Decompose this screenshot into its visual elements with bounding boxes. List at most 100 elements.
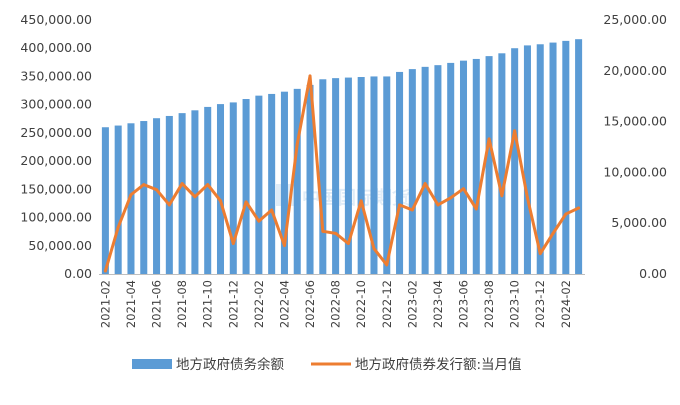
axes: 0.00 50,000.00 100,000.00 150,000.00 200,000… — [20, 12, 667, 328]
line-point — [359, 199, 363, 203]
bar — [383, 76, 391, 274]
y-right-tick-label: 25,000.00 — [603, 12, 667, 27]
x-tick-label: 2024-02 — [559, 280, 573, 328]
bar — [268, 93, 276, 274]
bar — [549, 42, 557, 274]
y-left-tick-label: 200,000.00 — [20, 153, 92, 168]
bar — [562, 40, 570, 274]
legend-label-line: 地方政府债券发行额:当月值 — [355, 357, 522, 373]
bar — [472, 58, 480, 275]
bar — [293, 88, 301, 274]
bar — [114, 125, 122, 274]
y-right-tick-label: 15,000.00 — [603, 114, 667, 129]
y-left-tick-label: 100,000.00 — [20, 210, 92, 225]
line-point — [410, 208, 414, 212]
line-point — [321, 229, 325, 233]
bar — [191, 110, 199, 274]
y-left-tick-label: 50,000.00 — [28, 238, 92, 253]
x-tick-label: 2023-12 — [533, 280, 547, 328]
bar — [242, 99, 250, 275]
line-point — [487, 137, 491, 141]
bar — [280, 91, 288, 275]
bar — [178, 113, 186, 274]
bar — [101, 127, 109, 275]
x-tick-label: 2021-08 — [175, 280, 189, 328]
line-point — [283, 244, 286, 247]
bar — [255, 95, 263, 274]
y-right-tick-label: 20,000.00 — [603, 63, 667, 78]
line-point — [564, 212, 568, 216]
y-left-tick-label: 300,000.00 — [20, 97, 92, 112]
bar — [575, 39, 583, 274]
line-point — [270, 208, 274, 212]
line-point — [244, 200, 248, 204]
bar — [434, 65, 442, 274]
bar — [421, 66, 429, 274]
line-series — [103, 74, 581, 273]
line-point — [167, 203, 171, 207]
bar — [229, 102, 237, 274]
y-right-tick-label: 0.00 — [639, 266, 667, 281]
y-left-tick-label: 450,000.00 — [20, 12, 92, 27]
bar — [332, 78, 340, 274]
bar — [216, 104, 225, 274]
x-tick-label: 2023-10 — [508, 280, 522, 328]
y-left-tick-label: 350,000.00 — [20, 68, 92, 83]
x-tick-label: 2021-02 — [98, 280, 112, 328]
line-point — [193, 195, 197, 199]
x-tick-label: 2021-10 — [201, 280, 215, 328]
line-point — [334, 231, 338, 235]
x-tick-label: 2021-06 — [150, 280, 164, 328]
bar — [165, 115, 173, 275]
line-point — [142, 183, 146, 186]
line-point — [423, 182, 427, 185]
bar — [511, 48, 519, 274]
legend-label-bar: 地方政府债务余额 — [176, 356, 284, 373]
line-point — [257, 219, 261, 223]
bar — [344, 77, 352, 274]
legend-swatch-bar — [132, 359, 172, 369]
line-point — [219, 199, 222, 203]
line-point — [103, 269, 107, 273]
y-left-tick-label: 400,000.00 — [20, 40, 92, 55]
bar — [140, 121, 148, 274]
y-right-tick-label: 10,000.00 — [603, 164, 667, 179]
line-point — [155, 188, 158, 192]
y-left-tick-label: 250,000.00 — [20, 125, 92, 140]
line-point — [526, 196, 529, 200]
line-point — [436, 203, 440, 207]
x-tick-label: 2023-04 — [431, 280, 445, 328]
bar — [523, 45, 531, 275]
line-point — [129, 193, 133, 197]
bar — [485, 56, 493, 275]
x-tick-label: 2021-04 — [124, 280, 138, 328]
line-point — [116, 225, 120, 229]
line-point — [231, 242, 235, 245]
line-point — [385, 263, 389, 267]
line-point — [308, 74, 312, 78]
x-tick-label: 2022-08 — [329, 280, 343, 328]
line-point — [474, 207, 478, 211]
line-point — [206, 183, 210, 186]
line-point — [398, 203, 401, 207]
bar — [459, 60, 468, 274]
line-point — [551, 231, 555, 235]
bar-series — [101, 39, 583, 275]
line-point — [513, 129, 517, 133]
x-tick-label: 2022-04 — [277, 280, 291, 328]
x-tick-label: 2022-02 — [252, 280, 266, 328]
bar — [498, 53, 506, 274]
legend: 地方政府债务余额 地方政府债券发行额:当月值 — [132, 356, 522, 373]
bar — [357, 77, 365, 274]
watermark-text: 中国国际期货 — [302, 187, 410, 209]
bar — [306, 84, 314, 274]
x-tick-label: 2023-06 — [457, 280, 471, 328]
x-tick-label: 2022-12 — [380, 280, 394, 328]
line-point — [500, 194, 504, 198]
y-left-tick-label: 0.00 — [64, 266, 92, 281]
line-point — [538, 252, 542, 256]
x-tick-label: 2021-12 — [226, 280, 240, 328]
x-tick-label: 2023-08 — [482, 280, 496, 328]
line-point — [372, 247, 376, 251]
